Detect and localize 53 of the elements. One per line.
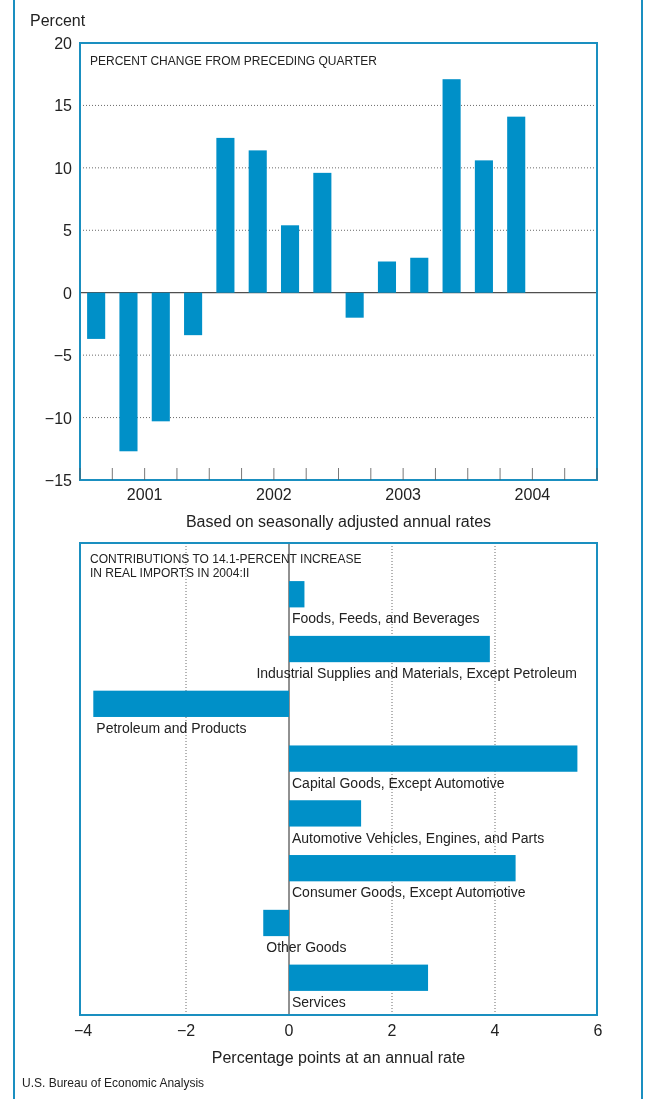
y-axis-title: Percent: [30, 12, 86, 29]
x-tick-label: 4: [490, 1022, 500, 1039]
y-tick-label: 15: [54, 97, 73, 115]
y-tick-label: 5: [63, 222, 73, 240]
text: U.S. Bureau of Economic Analysis: [22, 1076, 205, 1090]
x-tick-label: 2: [387, 1022, 397, 1039]
bar: [410, 257, 429, 293]
x-tick-label: 2004: [514, 486, 551, 503]
bar: [345, 292, 364, 318]
bar: [280, 225, 300, 293]
y-tick-label: Capital Goods, Except Automotive: [292, 774, 505, 791]
y-tick-label: −5: [53, 347, 73, 365]
bar: [313, 172, 332, 293]
y-tick-label: Services: [292, 993, 346, 1010]
bar: [184, 292, 203, 336]
x-tick-label: 2001: [126, 486, 163, 503]
bar: [507, 116, 526, 293]
y-tick-label: Petroleum and Products: [96, 719, 247, 736]
bar: [289, 745, 578, 772]
bar: [93, 690, 289, 717]
text: CONTRIBUTIONS TO 14.1-PERCENT INCREASE IN REAL IMPORTS IN 2004:II: [90, 552, 362, 580]
bar: [119, 292, 138, 452]
bar: [151, 292, 170, 422]
bar: [216, 137, 235, 293]
bar: [289, 855, 516, 882]
bar: [377, 261, 397, 293]
y-tick-label: Foods, Feeds, and Beverages: [292, 610, 480, 627]
text: PERCENT CHANGE FROM PRECEDING QUARTER: [90, 54, 378, 68]
y-tick-label: Consumer Goods, Except Automotive: [292, 884, 526, 901]
x-tick-label: −2: [176, 1022, 196, 1039]
bar: [289, 635, 490, 663]
y-tick-label: −10: [44, 409, 73, 427]
y-tick-label: 20: [54, 35, 73, 52]
bar: [442, 79, 461, 293]
x-tick-label: 2003: [385, 486, 422, 503]
bar: [87, 292, 106, 339]
x-tick-label: 6: [593, 1022, 603, 1039]
bar: [263, 909, 289, 937]
x-axis-title: Based on seasonally adjusted annual rates: [185, 513, 492, 530]
bar: [474, 160, 493, 293]
bar: [289, 964, 429, 991]
x-axis-title: Percentage points at an annual rate: [211, 1049, 466, 1066]
y-tick-label: Industrial Supplies and Materials, Except Petroleum: [256, 665, 577, 682]
x-tick-label: 2002: [256, 486, 292, 503]
y-tick-label: Other Goods: [266, 939, 347, 956]
y-tick-label: −15: [44, 472, 73, 489]
bar: [289, 581, 305, 608]
y-tick-label: Automotive Vehicles, Engines, and Parts: [292, 829, 545, 846]
y-tick-label: 0: [63, 284, 73, 302]
bar: [289, 800, 362, 827]
bar: [248, 150, 267, 293]
x-tick-label: −4: [73, 1022, 93, 1039]
y-tick-label: 10: [54, 159, 73, 177]
